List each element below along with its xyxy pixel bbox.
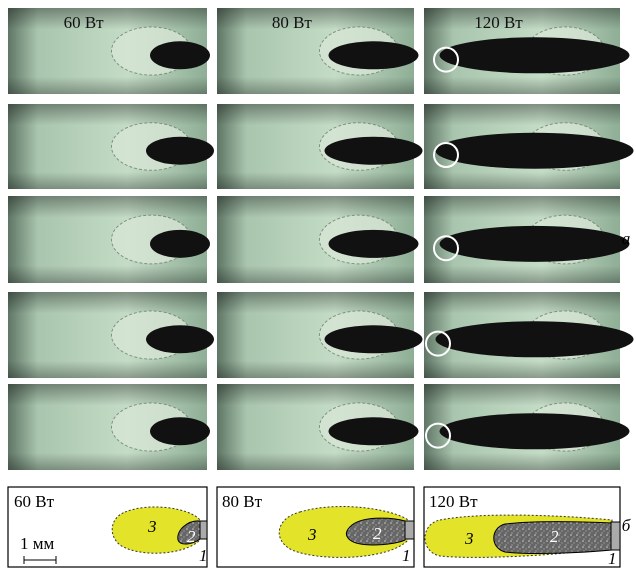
jet	[150, 41, 210, 69]
schematic: 80 Вт 3 2 1	[217, 487, 414, 567]
schematic: 60 Вт 3 2 1 1 мм	[8, 487, 208, 567]
column-label: 60 Вт	[64, 13, 105, 32]
jet	[325, 325, 423, 353]
jet	[150, 417, 210, 445]
zone-label: 3	[464, 529, 474, 548]
zone-label: 1	[608, 549, 617, 568]
schematic-title: 60 Вт	[14, 492, 55, 511]
figure: 60 Вт 80 Вт 120 Вт а б 60 Вт 3 2 1 1 мм 80…	[0, 0, 636, 570]
jet	[329, 230, 419, 258]
jet	[146, 325, 214, 353]
zone-label: 2	[187, 527, 196, 546]
zone-label: 1	[402, 546, 411, 565]
zone-label: 2	[373, 524, 382, 543]
photo-grid: 60 Вт 80 Вт 120 Вт	[8, 8, 634, 470]
panel-label: б	[622, 516, 631, 535]
column-label: 80 Вт	[272, 13, 313, 32]
column-label: 120 Вт	[474, 13, 523, 32]
zone-label: 2	[550, 527, 559, 546]
jet	[440, 226, 630, 262]
jet	[325, 137, 423, 165]
schematic-title: 120 Вт	[429, 492, 478, 511]
panel-label: а	[622, 229, 631, 248]
jet	[436, 133, 634, 169]
schematic-title: 80 Вт	[222, 492, 263, 511]
schematic: 120 Вт 3 2 1	[424, 487, 620, 568]
zone-label: 1	[199, 546, 208, 565]
jet	[440, 413, 630, 449]
jet	[329, 41, 419, 69]
scale-label: 1 мм	[20, 534, 55, 553]
zone-label: 3	[147, 517, 157, 536]
jet	[146, 137, 214, 165]
zone-label: 3	[307, 525, 317, 544]
jet	[436, 321, 634, 357]
jet	[329, 417, 419, 445]
jet	[150, 230, 210, 258]
jet	[440, 37, 630, 73]
